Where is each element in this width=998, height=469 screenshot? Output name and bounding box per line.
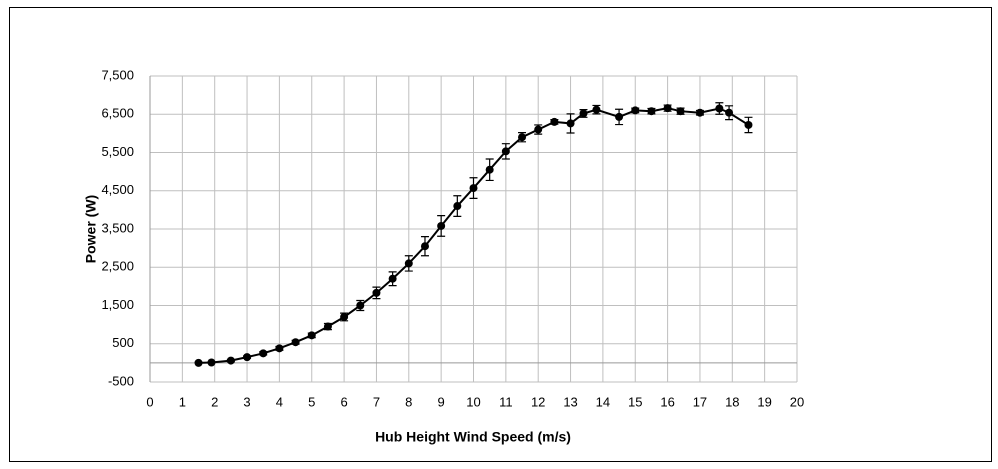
data-point xyxy=(243,353,252,362)
x-tick-label: 17 xyxy=(693,394,707,409)
y-tick-label: 3,500 xyxy=(101,220,134,235)
data-point xyxy=(579,109,588,118)
y-tick-label: 5,500 xyxy=(101,144,134,159)
data-point xyxy=(501,147,510,156)
data-point xyxy=(663,104,672,113)
data-point xyxy=(226,356,235,365)
data-point xyxy=(420,242,429,251)
data-point xyxy=(259,349,268,358)
data-point xyxy=(566,119,575,128)
x-tick-label: 20 xyxy=(790,394,804,409)
data-point xyxy=(647,107,656,116)
data-point xyxy=(356,301,365,310)
x-tick-label: 12 xyxy=(531,394,545,409)
x-tick-label: 9 xyxy=(438,394,445,409)
data-point xyxy=(518,133,527,142)
x-tick-label: 4 xyxy=(276,394,283,409)
x-tick-label: 5 xyxy=(308,394,315,409)
data-point xyxy=(592,105,601,114)
x-tick-label: 15 xyxy=(628,394,642,409)
data-point xyxy=(194,358,203,367)
data-point xyxy=(207,358,216,367)
data-point xyxy=(485,165,494,174)
x-tick-label: 2 xyxy=(211,394,218,409)
x-tick-label: 8 xyxy=(405,394,412,409)
y-tick-label: 7,500 xyxy=(101,67,134,82)
data-point xyxy=(323,322,332,331)
data-point xyxy=(695,108,704,117)
x-tick-label: 10 xyxy=(466,394,480,409)
x-tick-label: 13 xyxy=(563,394,577,409)
data-point xyxy=(615,112,624,121)
x-tick-label: 0 xyxy=(146,394,153,409)
x-tick-label: 7 xyxy=(373,394,380,409)
data-point xyxy=(744,120,753,129)
data-point xyxy=(469,184,478,193)
x-tick-label: 16 xyxy=(660,394,674,409)
x-tick-label: 19 xyxy=(757,394,771,409)
data-point xyxy=(453,202,462,211)
y-axis-title: Power (W) xyxy=(83,195,99,263)
y-tick-label: 1,500 xyxy=(101,297,134,312)
data-point xyxy=(404,259,413,268)
data-point xyxy=(631,106,640,115)
data-point xyxy=(437,221,446,230)
x-tick-label: 11 xyxy=(499,394,513,409)
data-point xyxy=(372,288,381,297)
x-axis-title: Hub Height Wind Speed (m/s) xyxy=(375,429,571,445)
x-tick-label: 14 xyxy=(596,394,610,409)
data-point xyxy=(550,117,559,126)
y-tick-label: 4,500 xyxy=(101,182,134,197)
y-tick-label: -500 xyxy=(108,373,134,388)
x-tick-label: 1 xyxy=(179,394,186,409)
y-tick-label: 500 xyxy=(112,335,134,350)
y-tick-label: 6,500 xyxy=(101,106,134,121)
data-point xyxy=(388,274,397,283)
data-point xyxy=(715,104,724,113)
y-tick-label: 2,500 xyxy=(101,259,134,274)
data-point xyxy=(676,107,685,116)
x-tick-label: 18 xyxy=(725,394,739,409)
data-point xyxy=(275,344,284,353)
x-tick-label: 3 xyxy=(243,394,250,409)
data-point xyxy=(534,125,543,134)
data-point xyxy=(291,338,300,347)
x-tick-label: 6 xyxy=(340,394,347,409)
data-point xyxy=(340,312,349,321)
chart-frame xyxy=(9,7,992,462)
data-point xyxy=(307,331,316,340)
data-point xyxy=(725,108,734,117)
